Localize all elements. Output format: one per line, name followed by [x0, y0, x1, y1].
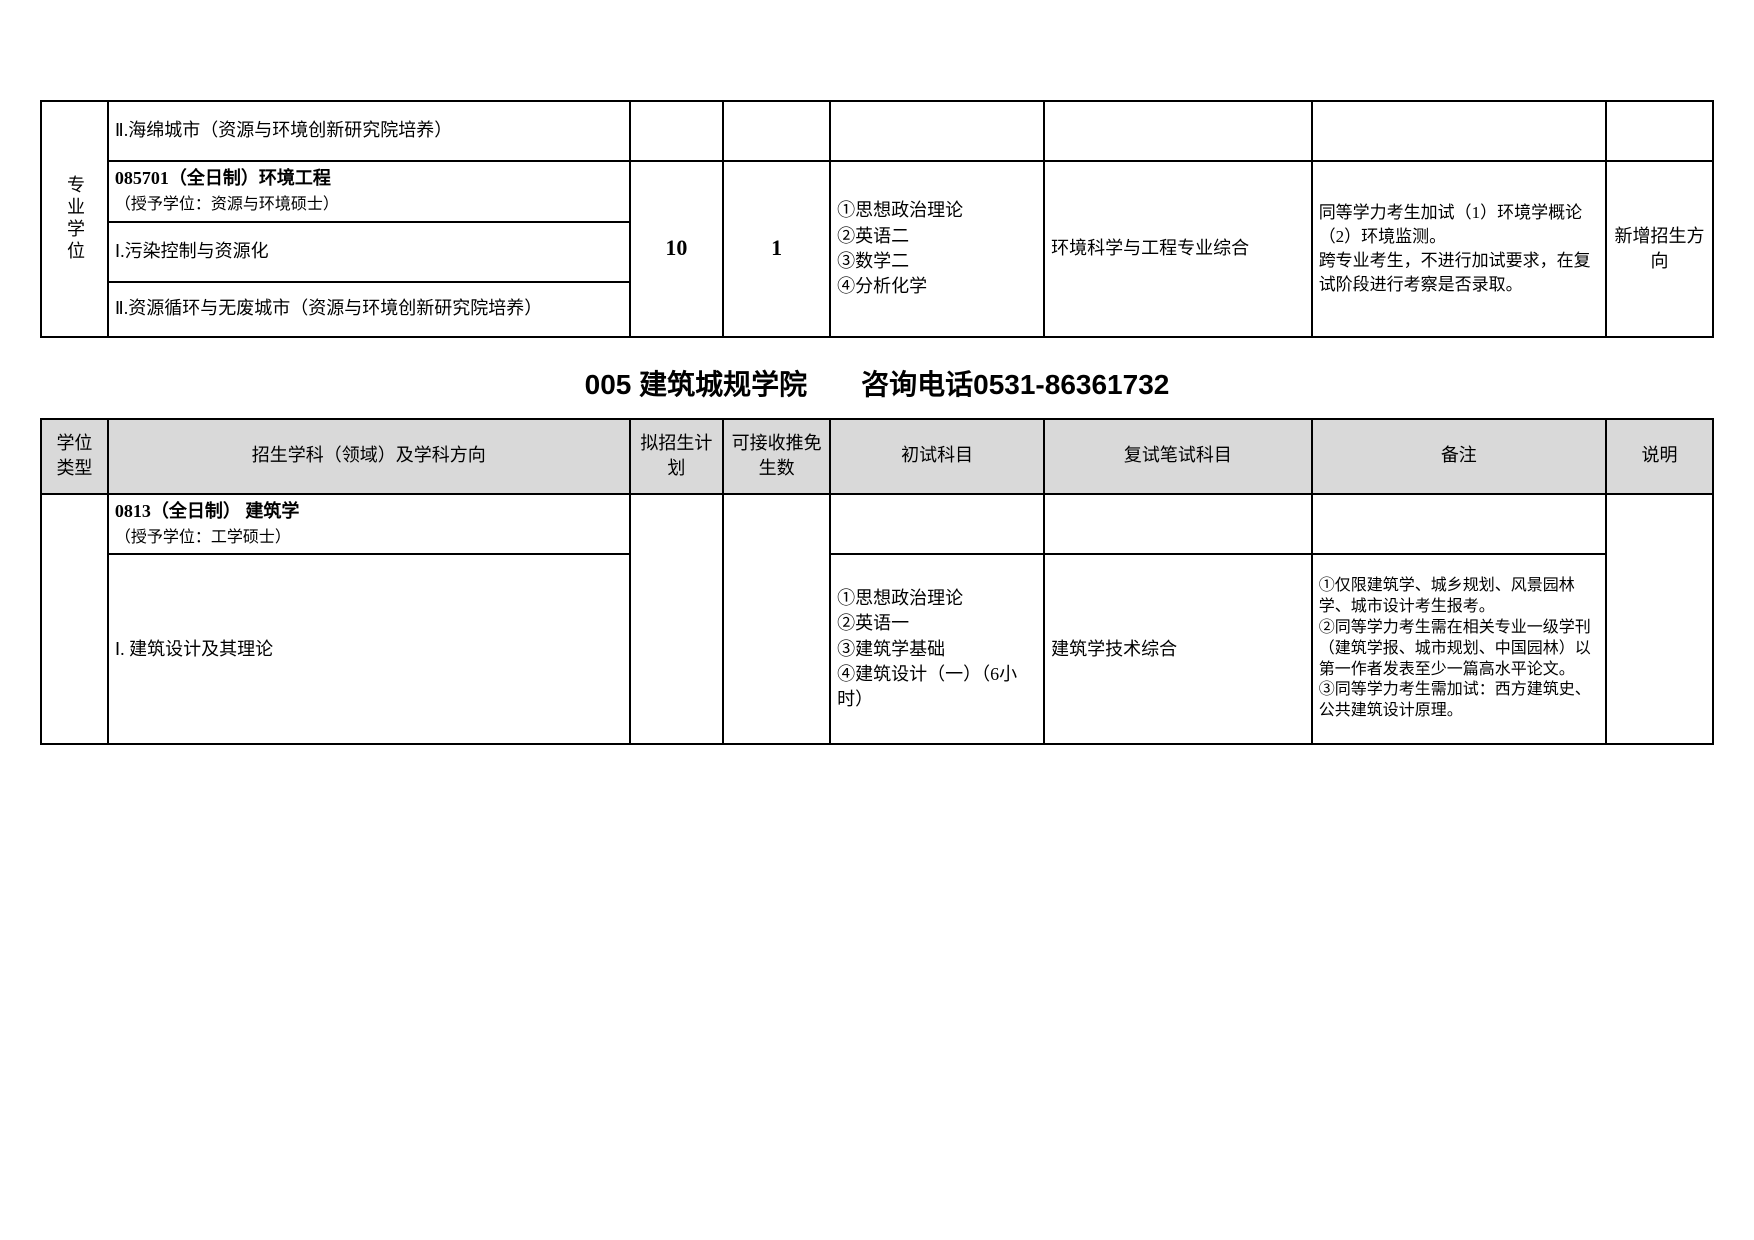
notes-cell: ①仅限建筑学、城乡规划、风景园林学、城市设计考生报考。 ②同等学力考生需在相关专… [1312, 554, 1606, 744]
header-notes: 备注 [1312, 419, 1606, 494]
degree-type-cell [41, 494, 108, 745]
remarks-cell [1606, 101, 1713, 161]
header-type: 学位类型 [41, 419, 108, 494]
admissions-table-1: 专业学位 Ⅱ.海绵城市（资源与环境创新研究院培养） 085701（全日制）环境工… [40, 100, 1714, 338]
plan-cell [630, 494, 724, 745]
exam2-cell: 环境科学与工程专业综合 [1044, 161, 1312, 337]
rec-cell [723, 101, 830, 161]
subject-cell: Ⅱ.资源循环与无废城市（资源与环境创新研究院培养） [108, 282, 630, 337]
table-row: 专业学位 Ⅱ.海绵城市（资源与环境创新研究院培养） [41, 101, 1713, 161]
notes-cell [1312, 494, 1606, 555]
admissions-table-2: 学位类型 招生学科（领域）及学科方向 拟招生计划 可接收推免生数 初试科目 复试… [40, 418, 1714, 746]
exam1-cell: ①思想政治理论 ②英语二 ③数学二 ④分析化学 [830, 161, 1044, 337]
subject-code: 0813（全日制） 建筑学 [115, 501, 300, 521]
exam1-cell [830, 494, 1044, 555]
degree-type-cell: 专业学位 [41, 101, 108, 337]
plan-cell [630, 101, 724, 161]
table-row: 0813（全日制） 建筑学 （授予学位：工学硕士） [41, 494, 1713, 555]
exam2-cell [1044, 494, 1312, 555]
subject-subtitle: （授予学位：资源与环境硕士） [115, 196, 339, 213]
subject-cell: Ⅱ.海绵城市（资源与环境创新研究院培养） [108, 101, 630, 161]
notes-cell [1312, 101, 1606, 161]
exam1-cell [830, 101, 1044, 161]
college-title: 005 建筑城规学院 [585, 369, 808, 400]
header-rec: 可接收推免生数 [723, 419, 830, 494]
notes-cell: 同等学力考生加试（1）环境学概论（2）环境监测。 跨专业考生，不进行加试要求，在… [1312, 161, 1606, 337]
subject-cell: Ⅰ. 建筑设计及其理论 [108, 554, 630, 744]
remarks-cell: 新增招生方向 [1606, 161, 1713, 337]
remarks-cell [1606, 494, 1713, 745]
table-row: 085701（全日制）环境工程 （授予学位：资源与环境硕士） 10 1 ①思想政… [41, 161, 1713, 222]
rec-cell [723, 494, 830, 745]
exam2-cell [1044, 101, 1312, 161]
header-subject: 招生学科（领域）及学科方向 [108, 419, 630, 494]
table-row: Ⅰ. 建筑设计及其理论 ①思想政治理论 ②英语一 ③建筑学基础 ④建筑设计（一）… [41, 554, 1713, 744]
header-exam2: 复试笔试科目 [1044, 419, 1312, 494]
subject-cell: 085701（全日制）环境工程 （授予学位：资源与环境硕士） [108, 161, 630, 222]
exam1-cell: ①思想政治理论 ②英语一 ③建筑学基础 ④建筑设计（一）（6小时） [830, 554, 1044, 744]
header-plan: 拟招生计划 [630, 419, 724, 494]
subject-code: 085701（全日制）环境工程 [115, 168, 331, 188]
rec-cell: 1 [723, 161, 830, 337]
exam2-cell: 建筑学技术综合 [1044, 554, 1312, 744]
plan-cell: 10 [630, 161, 724, 337]
section-header: 005 建筑城规学院 咨询电话0531-86361732 [40, 338, 1714, 418]
header-exam1: 初试科目 [830, 419, 1044, 494]
table-header-row: 学位类型 招生学科（领域）及学科方向 拟招生计划 可接收推免生数 初试科目 复试… [41, 419, 1713, 494]
subject-cell: 0813（全日制） 建筑学 （授予学位：工学硕士） [108, 494, 630, 555]
subject-subtitle: （授予学位：工学硕士） [115, 529, 291, 546]
phone-label: 咨询电话0531-86361732 [861, 369, 1169, 400]
header-remarks: 说明 [1606, 419, 1713, 494]
subject-cell: Ⅰ.污染控制与资源化 [108, 222, 630, 282]
